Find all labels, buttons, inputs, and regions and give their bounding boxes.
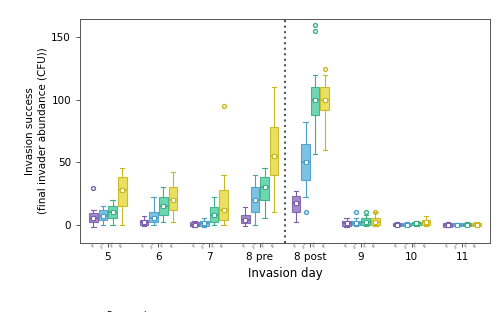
Text: 3ʳᵈ: 3ʳᵈ [109, 242, 116, 249]
PathPatch shape [393, 223, 402, 226]
PathPatch shape [219, 190, 228, 220]
PathPatch shape [444, 223, 452, 227]
PathPatch shape [352, 221, 360, 225]
Text: 2ⁿᵈ: 2ⁿᵈ [252, 242, 258, 249]
Text: 2ⁿᵈ: 2ⁿᵈ [403, 242, 410, 249]
PathPatch shape [412, 222, 420, 225]
Text: 4ᵗʰ: 4ᵗʰ [119, 242, 126, 249]
PathPatch shape [200, 221, 208, 226]
Text: 1ˢᵗ: 1ˢᵗ [343, 242, 350, 249]
PathPatch shape [159, 197, 168, 215]
PathPatch shape [270, 127, 278, 175]
PathPatch shape [472, 223, 481, 226]
PathPatch shape [190, 222, 199, 226]
PathPatch shape [422, 220, 430, 225]
PathPatch shape [98, 210, 108, 220]
X-axis label: Invasion day: Invasion day [248, 266, 322, 280]
Text: 1ˢᵗ: 1ˢᵗ [191, 242, 198, 249]
Text: 2ⁿᵈ: 2ⁿᵈ [150, 242, 158, 249]
Text: 3ʳᵈ: 3ʳᵈ [312, 242, 318, 249]
Text: 1ˢᵗ: 1ˢᵗ [444, 242, 451, 249]
PathPatch shape [118, 177, 126, 206]
Text: 1ˢᵗ: 1ˢᵗ [90, 242, 97, 249]
PathPatch shape [108, 206, 117, 218]
Text: 4ᵗʰ: 4ᵗʰ [322, 242, 328, 249]
Text: 4ᵗʰ: 4ᵗʰ [170, 242, 176, 249]
PathPatch shape [241, 215, 250, 223]
Text: 1ˢᵗ: 1ˢᵗ [394, 242, 400, 249]
Text: 1ˢᵗ: 1ˢᵗ [292, 242, 300, 249]
PathPatch shape [320, 87, 329, 110]
PathPatch shape [462, 223, 471, 226]
Text: 1ˢᵗ: 1ˢᵗ [242, 242, 248, 249]
Text: 3ʳᵈ: 3ʳᵈ [413, 242, 420, 249]
Text: 2ⁿᵈ: 2ⁿᵈ [454, 242, 461, 249]
Text: 3ʳᵈ: 3ʳᵈ [160, 242, 166, 249]
Text: 1ˢᵗ: 1ˢᵗ [140, 242, 147, 249]
PathPatch shape [453, 223, 462, 226]
Text: 2ⁿᵈ: 2ⁿᵈ [200, 242, 208, 249]
PathPatch shape [168, 187, 177, 210]
Text: 4ᵗʰ: 4ᵗʰ [220, 242, 227, 249]
Text: 3ʳᵈ: 3ʳᵈ [210, 242, 218, 249]
PathPatch shape [210, 207, 218, 222]
Text: 2ⁿᵈ: 2ⁿᵈ [352, 242, 360, 249]
Text: 2ⁿᵈ: 2ⁿᵈ [302, 242, 309, 249]
PathPatch shape [150, 212, 158, 222]
PathPatch shape [250, 187, 259, 212]
PathPatch shape [371, 218, 380, 225]
PathPatch shape [301, 144, 310, 180]
Text: 3ʳᵈ: 3ʳᵈ [464, 242, 470, 249]
Text: 4ᵗʰ: 4ᵗʰ [372, 242, 379, 249]
PathPatch shape [89, 213, 98, 222]
Text: 3ʳᵈ: 3ʳᵈ [362, 242, 369, 249]
PathPatch shape [260, 177, 269, 200]
PathPatch shape [362, 218, 370, 225]
PathPatch shape [342, 221, 351, 226]
Y-axis label: Invasion success
(final invader abundance (CFU)): Invasion success (final invader abundanc… [26, 48, 47, 214]
Text: 4ᵗʰ: 4ᵗʰ [473, 242, 480, 249]
Legend: low, medium-low, medium-high, high: low, medium-low, medium-high, high [36, 311, 266, 312]
Text: 3ʳᵈ: 3ʳᵈ [261, 242, 268, 249]
Text: 4ᵗʰ: 4ᵗʰ [422, 242, 430, 249]
Text: 2ⁿᵈ: 2ⁿᵈ [100, 242, 106, 249]
Text: 4ᵗʰ: 4ᵗʰ [270, 242, 278, 249]
PathPatch shape [311, 87, 320, 115]
PathPatch shape [402, 223, 411, 226]
PathPatch shape [292, 196, 300, 212]
PathPatch shape [140, 220, 148, 225]
